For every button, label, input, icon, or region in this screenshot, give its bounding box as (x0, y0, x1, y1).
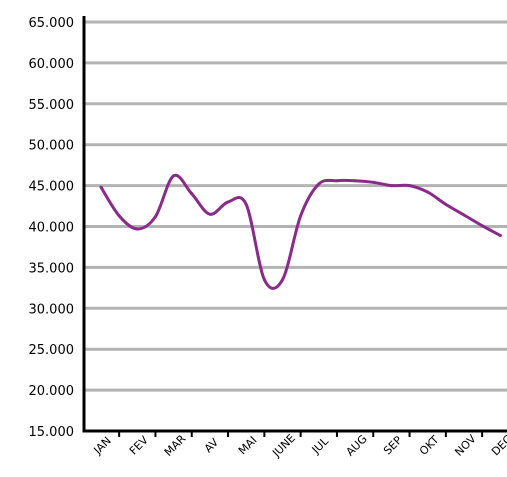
x-tick-label: JUNE (269, 432, 298, 461)
y-tick-label: 15.000 (29, 425, 75, 440)
data-point (480, 224, 484, 228)
y-tick-label: 60.000 (29, 57, 75, 72)
x-tick-label: JUL (309, 434, 332, 457)
y-tick-label: 40.000 (29, 221, 75, 236)
data-point (190, 192, 194, 196)
data-point (244, 202, 248, 206)
data-point (299, 214, 303, 218)
x-tick-label: AUG (344, 432, 370, 458)
x-tick-label: NOV (452, 432, 479, 459)
data-point (208, 212, 212, 216)
data-point (226, 200, 230, 204)
y-tick-label: 55.000 (29, 98, 75, 113)
data-point (135, 227, 139, 231)
x-tick-label: FEV (127, 433, 151, 457)
y-tick-label: 20.000 (29, 384, 75, 399)
data-point (281, 278, 284, 282)
y-tick-label: 35.000 (29, 261, 75, 276)
y-tick-label: 65.000 (29, 16, 75, 31)
data-point (444, 202, 448, 206)
y-tick-label: 30.000 (29, 302, 75, 317)
y-tick-label: 50.000 (29, 139, 75, 154)
y-tick-label: 25.000 (29, 343, 75, 358)
x-tick-label: DEC (489, 433, 507, 459)
x-tick-label: OKT (417, 433, 442, 458)
data-point (389, 184, 393, 188)
data-point (117, 214, 121, 218)
x-tick-label: MAI (236, 434, 260, 458)
data-point (371, 180, 375, 184)
x-tick-label: MAR (162, 432, 189, 459)
data-point (172, 174, 176, 178)
y-tick-label: 45.000 (29, 180, 75, 195)
data-point (335, 179, 339, 183)
data-point (408, 184, 412, 188)
data-point (317, 182, 321, 186)
data-point (153, 215, 157, 219)
data-point (426, 190, 430, 194)
x-tick-label: SEP (381, 433, 405, 457)
data-point (99, 185, 103, 189)
x-tick-label: JAN (91, 434, 114, 457)
data-point (498, 233, 502, 237)
data-point (262, 278, 266, 282)
x-tick-label: AV (202, 436, 222, 456)
data-point (462, 213, 466, 217)
series-line (99, 173, 502, 290)
data-point (353, 179, 357, 183)
